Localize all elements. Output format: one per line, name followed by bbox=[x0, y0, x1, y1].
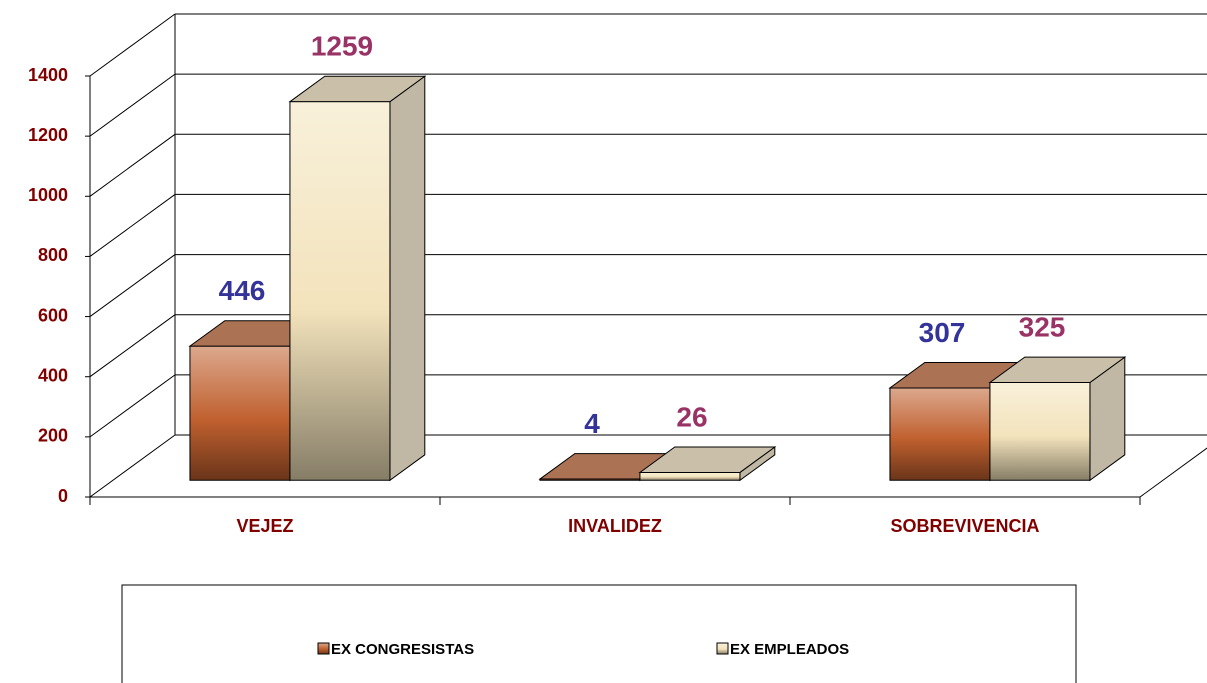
side-grid-line bbox=[89, 194, 176, 257]
legend-swatch bbox=[716, 642, 729, 655]
y-tick-label: 200 bbox=[38, 426, 68, 446]
bar-front bbox=[289, 101, 391, 481]
side-grid-line bbox=[89, 133, 176, 197]
side-grid-line bbox=[89, 254, 176, 317]
y-tick-label: 600 bbox=[38, 305, 68, 325]
side-grid-line bbox=[89, 73, 176, 137]
side-grid-line bbox=[89, 314, 176, 378]
bar-front bbox=[189, 345, 291, 481]
legend-label: EX EMPLEADOS bbox=[730, 641, 849, 658]
bar-side bbox=[389, 75, 426, 482]
bar-top bbox=[638, 446, 777, 473]
value-label: 325 bbox=[1019, 311, 1066, 342]
side-grid-line bbox=[89, 13, 176, 77]
bar-top bbox=[288, 75, 427, 103]
side-grid-line bbox=[89, 374, 176, 438]
bar-front bbox=[889, 387, 991, 481]
bar-front bbox=[989, 382, 1091, 481]
y-tick-label: 400 bbox=[38, 365, 68, 385]
value-label: 307 bbox=[919, 317, 966, 348]
bar bbox=[988, 356, 1127, 482]
bar-front bbox=[639, 471, 741, 481]
y-tick-label: 1200 bbox=[28, 125, 68, 145]
value-label: 1259 bbox=[311, 31, 373, 62]
side-grid-line bbox=[89, 434, 176, 498]
bar-top bbox=[988, 356, 1127, 384]
legend-label: EX CONGRESISTAS bbox=[331, 641, 474, 658]
y-tick-label: 1400 bbox=[28, 65, 68, 85]
value-label: 446 bbox=[219, 275, 266, 306]
x-tick-label: VEJEZ bbox=[236, 516, 293, 536]
y-tick-label: 1000 bbox=[28, 185, 68, 205]
value-label: 26 bbox=[676, 401, 707, 432]
x-tick-label: INVALIDEZ bbox=[568, 516, 662, 536]
floor-right bbox=[1139, 447, 1207, 498]
legend-swatch bbox=[317, 642, 330, 655]
value-label: 4 bbox=[584, 408, 600, 439]
x-tick-label: SOBREVIVENCIA bbox=[890, 516, 1039, 536]
y-tick-label: 800 bbox=[38, 245, 68, 265]
bar bbox=[288, 75, 427, 482]
y-tick-label: 0 bbox=[58, 486, 68, 506]
legend-box bbox=[121, 584, 1077, 683]
bar bbox=[638, 446, 777, 482]
